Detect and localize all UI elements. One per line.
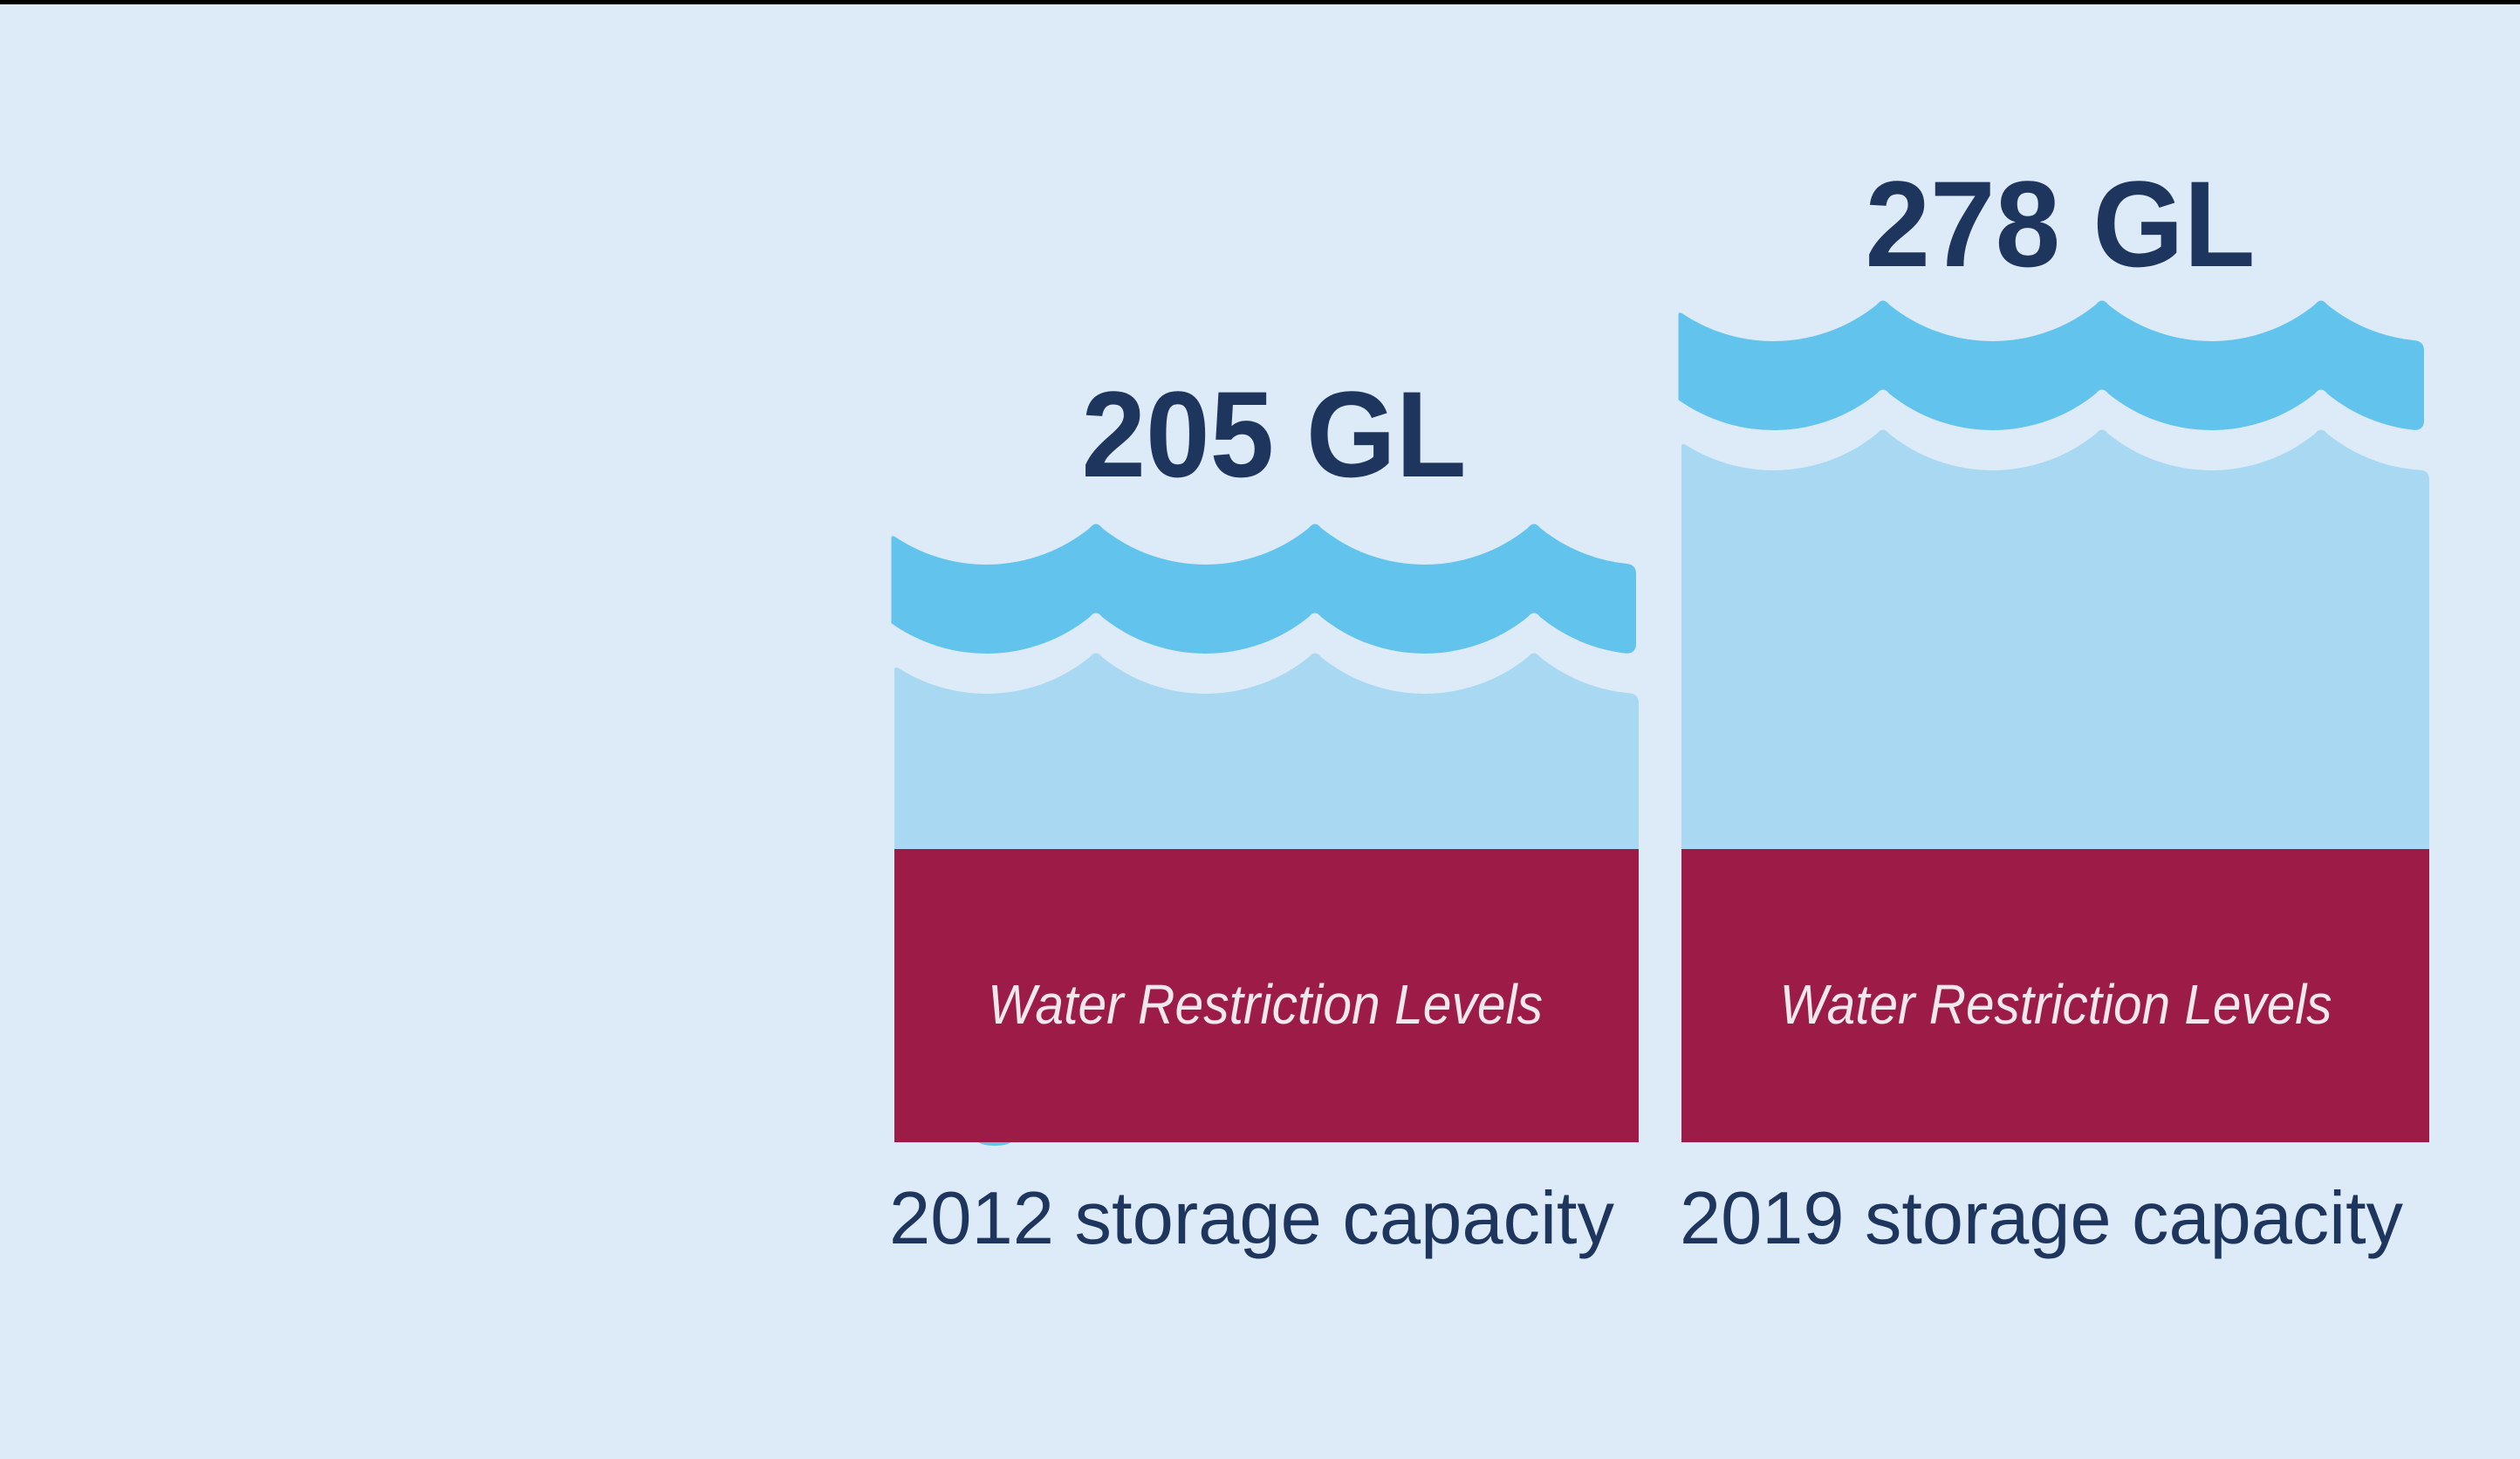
svg-text:2012 storage capacity: 2012 storage capacity	[889, 1177, 1614, 1260]
svg-text:Water Restriction Levels: Water Restriction Levels	[1780, 973, 2332, 1036]
svg-text:Water Restriction Levels: Water Restriction Levels	[988, 973, 1543, 1036]
svg-text:278 GL: 278 GL	[1866, 155, 2256, 292]
svg-text:205 GL: 205 GL	[1082, 366, 1467, 503]
svg-text:2019 storage capacity: 2019 storage capacity	[1680, 1177, 2403, 1260]
